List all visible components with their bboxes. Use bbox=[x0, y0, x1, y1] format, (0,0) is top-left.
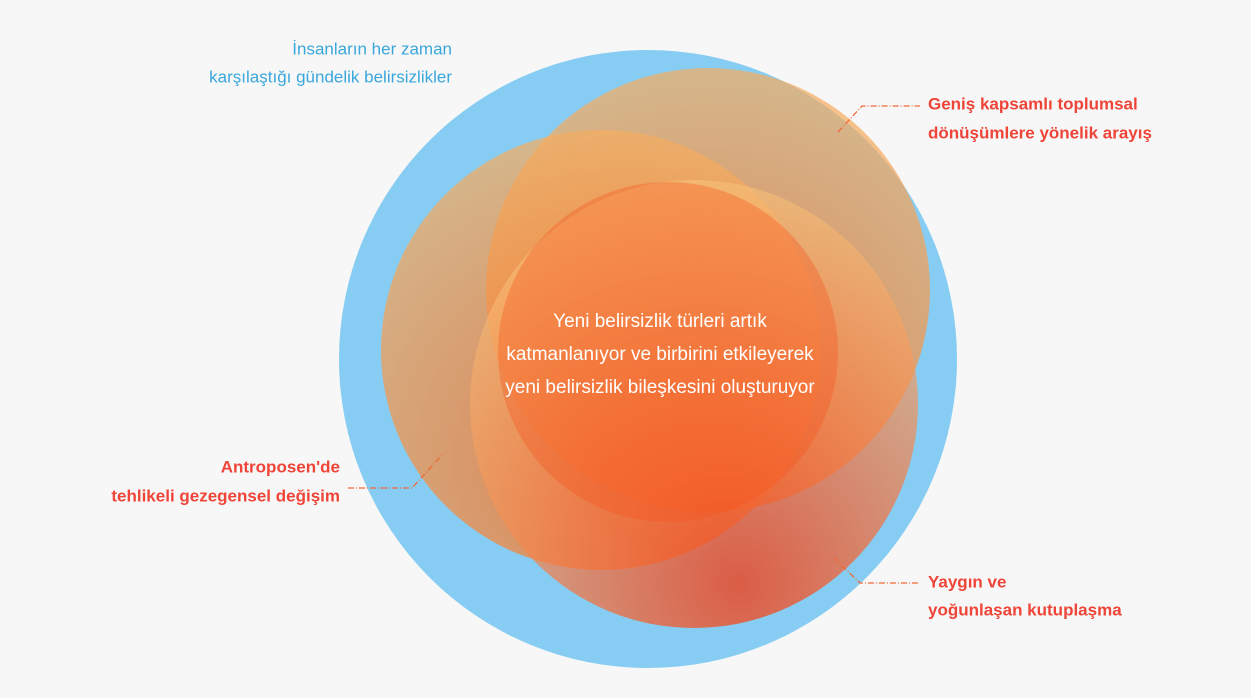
leader-line bbox=[348, 454, 443, 489]
center-text: katmanlanıyor ve birbirini etkileyerek bbox=[506, 344, 814, 365]
core-circle bbox=[498, 182, 838, 522]
center-text: yeni belirsizlik bileşkesini oluşturuyor bbox=[505, 377, 815, 398]
outer-label: İnsanların her zaman bbox=[292, 39, 452, 58]
center-text: Yeni belirsizlik türleri artık bbox=[553, 311, 767, 332]
outer-label: karşılaştığı gündelik belirsizlikler bbox=[209, 67, 452, 86]
layer-circle bbox=[470, 180, 918, 628]
layer-label: Geniş kapsamlı toplumsal bbox=[928, 94, 1138, 113]
layer-label: tehlikeli gezegensel değişim bbox=[111, 486, 340, 505]
layer-label: dönüşümlere yönelik arayış bbox=[928, 123, 1152, 142]
layer-label: Antroposen'de bbox=[221, 457, 340, 476]
leader-line bbox=[833, 557, 920, 584]
layer-label: Yaygın ve bbox=[928, 572, 1006, 591]
leader-line bbox=[837, 105, 920, 133]
layer-label: yoğunlaşan kutuplaşma bbox=[928, 600, 1122, 619]
